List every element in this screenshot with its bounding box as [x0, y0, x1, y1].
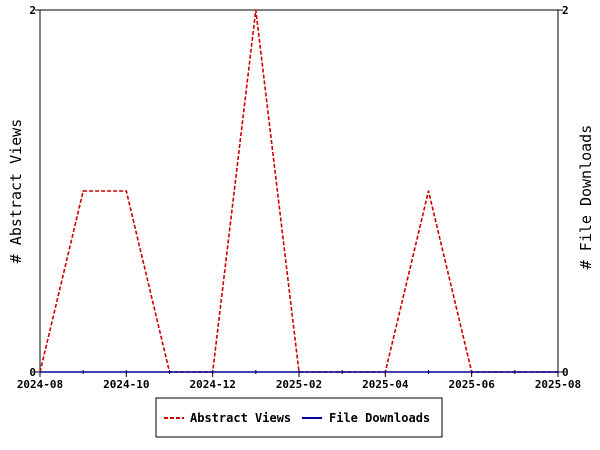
data-point	[125, 190, 128, 192]
x-tick-label: 2025-08	[535, 378, 581, 391]
data-point	[82, 190, 84, 192]
data-point	[82, 371, 84, 373]
legend-label-abstract-views: Abstract Views	[190, 411, 291, 425]
x-tick-label: 2025-02	[276, 378, 322, 391]
x-tick-label: 2024-12	[189, 378, 235, 391]
legend-label-file-downloads: File Downloads	[329, 411, 430, 425]
right-axis-title: # File Downloads	[577, 125, 595, 270]
data-point	[384, 371, 387, 373]
y-left-tick-label: 2	[29, 4, 36, 17]
x-axis: 2024-08 2024-10 2024-12 2025-02 2025-04 2025-…	[17, 370, 581, 391]
y-right-tick-label: 0	[562, 366, 569, 379]
data-point	[255, 371, 257, 373]
series-layer	[39, 9, 559, 373]
y-right-tick-label: 2	[562, 4, 569, 17]
data-point	[427, 190, 430, 192]
data-point	[168, 371, 171, 373]
x-tick-label: 2025-06	[448, 378, 495, 391]
legend: Abstract Views File Downloads	[155, 397, 443, 438]
y-axes: 0 2 0 2	[29, 4, 568, 379]
data-point	[341, 371, 343, 373]
legend-box	[155, 397, 443, 438]
data-point	[255, 9, 257, 11]
data-point	[211, 371, 214, 373]
data-point	[125, 371, 128, 373]
data-point	[470, 371, 473, 373]
x-tick-label: 2025-04	[362, 378, 409, 391]
data-point	[514, 371, 516, 373]
data-point	[557, 371, 559, 373]
data-point	[298, 371, 300, 373]
left-axis-title: # Abstract Views	[7, 119, 25, 264]
y-left-tick-label: 0	[29, 366, 36, 379]
x-tick-label: 2024-10	[103, 378, 149, 391]
data-point	[39, 371, 41, 373]
data-point	[427, 371, 430, 373]
x-tick-label: 2024-08	[17, 378, 63, 391]
plot-area	[39, 9, 559, 373]
